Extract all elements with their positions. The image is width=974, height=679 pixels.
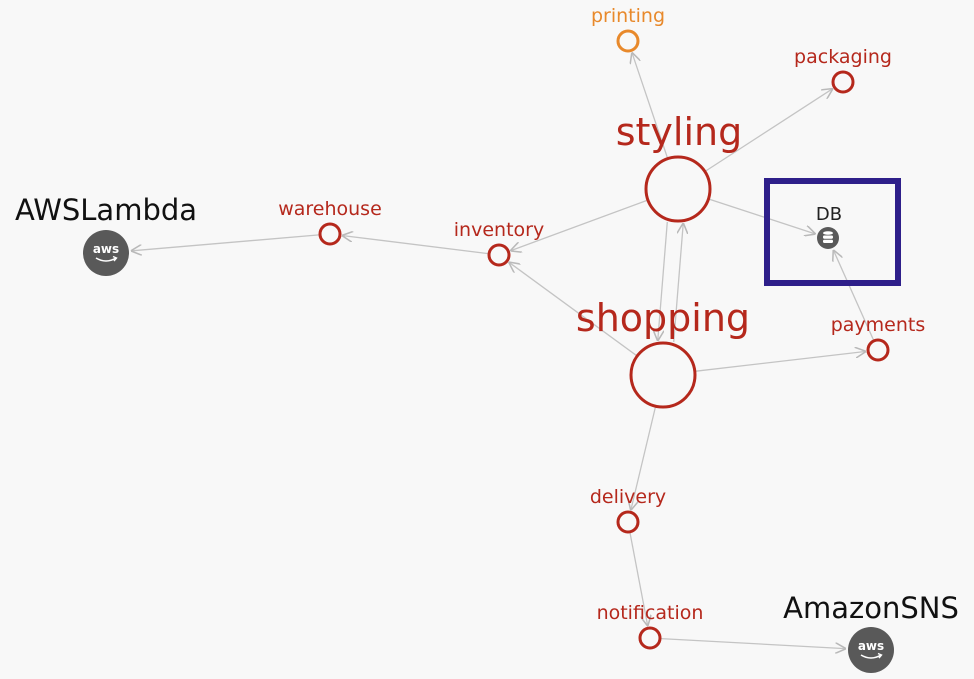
node-aws-lambda[interactable]: AWSLambda aws: [15, 193, 197, 276]
node-warehouse[interactable]: warehouse: [278, 198, 382, 246]
node-styling[interactable]: styling: [616, 110, 743, 223]
edges-layer: [132, 53, 875, 649]
node-shopping[interactable]: shopping: [576, 296, 750, 409]
delivery-label: delivery: [590, 486, 666, 508]
edge-warehouse-to-aws_lambda[interactable]: [132, 234, 320, 251]
styling-node-circle[interactable]: [644, 155, 712, 223]
db-label: DB: [816, 204, 842, 225]
edge-styling-to-printing[interactable]: [632, 53, 669, 158]
packaging-node-circle[interactable]: [831, 70, 855, 94]
aws-lambda-label: AWSLambda: [15, 193, 197, 227]
edge-styling-to-db[interactable]: [709, 198, 814, 234]
inventory-node-circle[interactable]: [487, 243, 511, 267]
node-packaging[interactable]: packaging: [794, 46, 892, 94]
aws-badge-text: aws: [858, 639, 884, 653]
notification-node-circle[interactable]: [638, 626, 662, 650]
aws-badge-text: aws: [93, 242, 119, 256]
delivery-node-circle[interactable]: [616, 510, 640, 534]
notification-label: notification: [597, 602, 704, 624]
edge-styling-to-inventory[interactable]: [511, 199, 648, 250]
payments-node-circle[interactable]: [866, 338, 890, 362]
node-payments[interactable]: payments: [831, 314, 926, 362]
aws-icon: aws: [848, 627, 894, 673]
node-amazon-sns[interactable]: AmazonSNS aws: [783, 591, 959, 673]
edge-styling-to-packaging[interactable]: [705, 89, 832, 172]
warehouse-label: warehouse: [278, 198, 382, 220]
edge-shopping-to-inventory[interactable]: [510, 263, 637, 357]
edge-shopping-to-payments[interactable]: [695, 352, 865, 372]
edge-payments-to-db[interactable]: [834, 251, 875, 341]
node-delivery[interactable]: delivery: [590, 486, 666, 534]
aws-icon: aws: [83, 230, 129, 276]
edge-styling-to-shopping[interactable]: [658, 221, 668, 340]
warehouse-node-circle[interactable]: [318, 222, 342, 246]
node-notification[interactable]: notification: [597, 602, 704, 650]
edge-inventory-to-warehouse[interactable]: [343, 236, 489, 255]
styling-label: styling: [616, 110, 743, 154]
inventory-label: inventory: [454, 219, 544, 241]
node-db[interactable]: DB: [816, 204, 842, 249]
edge-shopping-to-delivery[interactable]: [631, 406, 657, 509]
edge-shopping-to-styling[interactable]: [673, 224, 684, 343]
printing-label: printing: [591, 5, 665, 27]
db-highlight-box[interactable]: [764, 178, 901, 286]
packaging-label: packaging: [794, 46, 892, 68]
shopping-label: shopping: [576, 296, 750, 340]
printing-node-circle[interactable]: [616, 29, 640, 53]
edge-notification-to-amazon_sns[interactable]: [660, 637, 845, 649]
node-printing[interactable]: printing: [591, 5, 665, 53]
edge-delivery-to-notification[interactable]: [629, 532, 648, 625]
database-icon: [817, 227, 839, 249]
amazon-sns-label: AmazonSNS: [783, 591, 959, 625]
node-inventory[interactable]: inventory: [454, 219, 544, 267]
shopping-node-circle[interactable]: [629, 341, 697, 409]
payments-label: payments: [831, 314, 926, 336]
